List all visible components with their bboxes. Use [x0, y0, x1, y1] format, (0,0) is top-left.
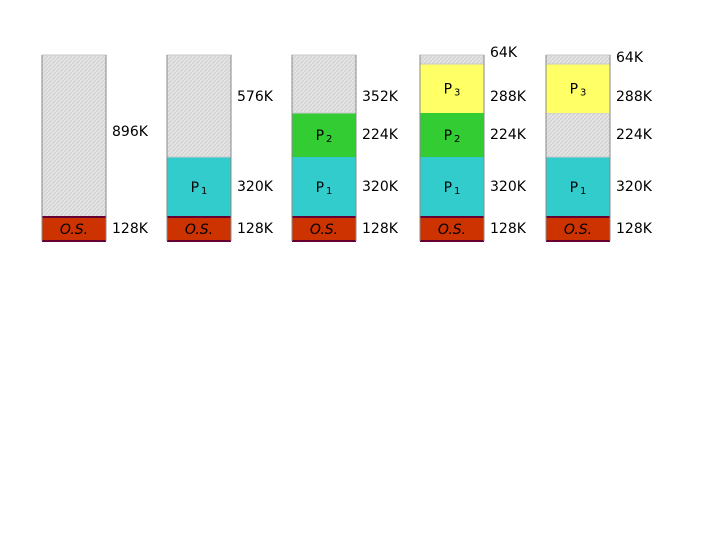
block-label: O.S. [438, 222, 466, 238]
block-label: O.S. [564, 222, 592, 238]
memory-block [167, 157, 231, 217]
label-sub: 1 [454, 186, 460, 197]
label-name: P [444, 128, 452, 144]
memory-block [546, 217, 610, 241]
memory-block [420, 217, 484, 241]
memory-block [292, 217, 356, 241]
block-label: O.S. [310, 222, 338, 238]
label-name: P [191, 180, 199, 196]
size-label: 224K [362, 127, 399, 143]
label-name: O.S. [564, 222, 592, 238]
memory-block [166, 54, 232, 158]
label-name: P [316, 180, 324, 196]
block-label: O.S. [60, 222, 88, 238]
label-sub: 2 [454, 134, 460, 145]
block-label: O.S. [185, 222, 213, 238]
size-label: 320K [362, 179, 399, 195]
size-label: 320K [237, 179, 274, 195]
size-label: 320K [490, 179, 527, 195]
size-label: 224K [616, 127, 653, 143]
label-name: P [444, 180, 452, 196]
size-label: 288K [616, 89, 653, 105]
size-label: 128K [490, 221, 527, 237]
memory-block [42, 217, 106, 241]
size-label: 64K [490, 45, 518, 61]
size-label: 896K [112, 124, 149, 140]
label-name: P [444, 82, 452, 98]
label-name: P [316, 128, 324, 144]
memory-block [292, 157, 356, 217]
memory-block [41, 54, 107, 218]
label-name: O.S. [185, 222, 213, 238]
label-name: P [570, 82, 578, 98]
label-name: O.S. [438, 222, 466, 238]
memory-block [292, 113, 356, 157]
size-label: 128K [112, 221, 149, 237]
label-sub: 1 [201, 186, 207, 197]
label-name: O.S. [60, 222, 88, 238]
label-name: P [570, 180, 578, 196]
memory-block [420, 64, 484, 113]
label-sub: 3 [454, 88, 460, 99]
memory-block [546, 64, 610, 113]
memory-block [419, 54, 485, 65]
size-label: 288K [490, 89, 527, 105]
size-label: 128K [362, 221, 399, 237]
label-name: O.S. [310, 222, 338, 238]
label-sub: 3 [580, 88, 586, 99]
memory-block [420, 113, 484, 157]
size-label: 128K [616, 221, 653, 237]
memory-block [545, 112, 611, 158]
label-sub: 2 [326, 134, 332, 145]
memory-block [420, 157, 484, 217]
label-sub: 1 [580, 186, 586, 197]
label-sub: 1 [326, 186, 332, 197]
size-label: 64K [616, 50, 644, 66]
size-label: 352K [362, 89, 399, 105]
size-label: 224K [490, 127, 527, 143]
memory-block [545, 54, 611, 65]
memory-block [291, 54, 357, 114]
size-label: 576K [237, 89, 274, 105]
memory-block [546, 157, 610, 217]
size-label: 320K [616, 179, 653, 195]
size-label: 128K [237, 221, 274, 237]
memory-block [167, 217, 231, 241]
